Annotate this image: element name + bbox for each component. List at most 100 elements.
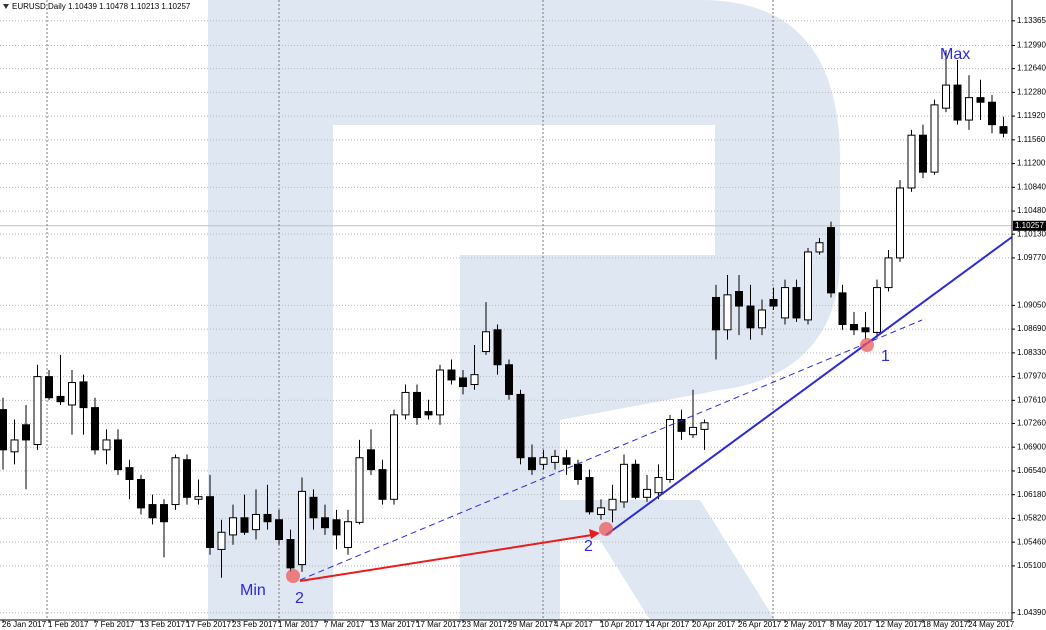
y-tick-label: 1.10840 [1017,182,1046,191]
y-tick-label: 1.08330 [1017,348,1046,357]
x-tick-label: 23 Feb 2017 [232,620,277,629]
candle-body [355,457,364,523]
annotation: 1 [881,348,890,365]
candle-body [171,457,180,506]
candle-body [344,521,352,548]
candle-body [666,418,674,481]
x-tick-label: 13 Feb 2017 [140,620,185,629]
dashed-trendline [299,319,923,581]
candle-body [459,377,467,388]
candle-body [505,364,513,395]
y-tick-label: 1.12990 [1017,41,1046,50]
candle-body [815,242,824,253]
chart-title: EURUSD,Daily 1.10439 1.10478 1.10213 1.1… [12,2,191,11]
y-tick-label: 1.05100 [1017,561,1046,570]
arrow-line [299,534,593,582]
candle-body [424,411,433,416]
candle-body [930,104,939,173]
x-tick-label: 13 Mar 2017 [370,620,415,629]
price-label-box [1013,220,1046,231]
y-tick-label: 1.07260 [1017,419,1046,428]
candle-body [206,496,214,548]
y-tick-label: 1.06900 [1017,442,1046,451]
candle-body [631,463,640,498]
x-tick-label: 24 May 2017 [968,620,1015,629]
y-tick-label: 1.06180 [1017,490,1046,499]
candle-body [447,369,456,381]
x-tick-label: 26 Jan 2017 [2,620,47,629]
candle-body [735,291,743,307]
touch-point [286,569,300,583]
candle-body [390,414,398,500]
y-tick-label: 1.06540 [1017,466,1046,475]
candle-body [620,463,628,503]
candle-body [0,409,7,451]
candle-body [114,439,122,471]
candle-body [217,531,226,550]
y-tick-label: 1.11920 [1017,111,1046,120]
y-tick-label: 1.12640 [1017,64,1046,73]
candle-body [33,376,42,446]
x-tick-label: 2 May 2017 [784,620,826,629]
axes: 1.13365 1.12990 1.12640 1.12280 1.11920 1.115… [2,16,1046,629]
candle-body [919,134,927,173]
x-tick-label: 17 Mar 2017 [416,620,461,629]
candle-body [746,305,755,329]
candle-body [677,418,686,432]
candle-body [896,187,904,259]
x-tick-label: 26 Apr 2017 [738,620,782,629]
annotation: Max [940,46,970,63]
x-tick-label: 23 Mar 2017 [462,620,507,629]
candle-body [79,381,88,409]
candle-body [183,459,191,498]
candle-body [378,469,387,500]
candle-body [263,513,272,523]
candle-body [160,504,168,523]
y-tick-label: 1.11200 [1017,159,1046,168]
touch-point [599,522,613,536]
candle-body [102,439,111,451]
candle-body [436,369,444,416]
candle-body [91,407,99,451]
candle-body [286,539,295,569]
candle-body [298,490,306,566]
candle-body [976,97,985,103]
candles [0,50,1008,578]
x-tick-label: 4 Apr 2017 [554,620,593,629]
candle-body [953,84,962,121]
candle-body [999,126,1008,134]
candle-body [240,517,249,533]
touch-point [860,338,874,352]
candle-body [907,134,916,189]
candle-body [332,519,341,536]
candle-body [873,287,881,333]
candle-body [585,477,594,513]
y-tick-label: 1.13365 [1017,16,1046,25]
candle-body [884,257,893,289]
trendline [605,236,1013,536]
y-tick-label: 1.10480 [1017,206,1046,215]
y-tick-label: 1.12280 [1017,87,1046,96]
candle-body [608,498,617,511]
candle-body [551,455,559,463]
annotation: Min [240,582,266,599]
y-tick-label: 1.04390 [1017,608,1046,617]
candle-body [413,391,421,419]
candle-body [689,426,697,436]
y-tick-label: 1.07970 [1017,372,1046,381]
y-tick-label: 1.05460 [1017,537,1046,546]
y-tick-label: 1.05820 [1017,514,1046,523]
candle-body [22,424,30,441]
candle-body [942,84,950,109]
candle-body [229,517,237,536]
candle-body [194,496,203,500]
candle-body [965,97,973,121]
arrow-head [589,529,600,539]
candle-body [539,457,548,465]
candle-body [643,488,651,498]
candle-body [781,287,789,319]
y-tick-label: 1.10130 [1017,229,1046,238]
candle-body [988,101,996,126]
candle-body [516,393,525,459]
